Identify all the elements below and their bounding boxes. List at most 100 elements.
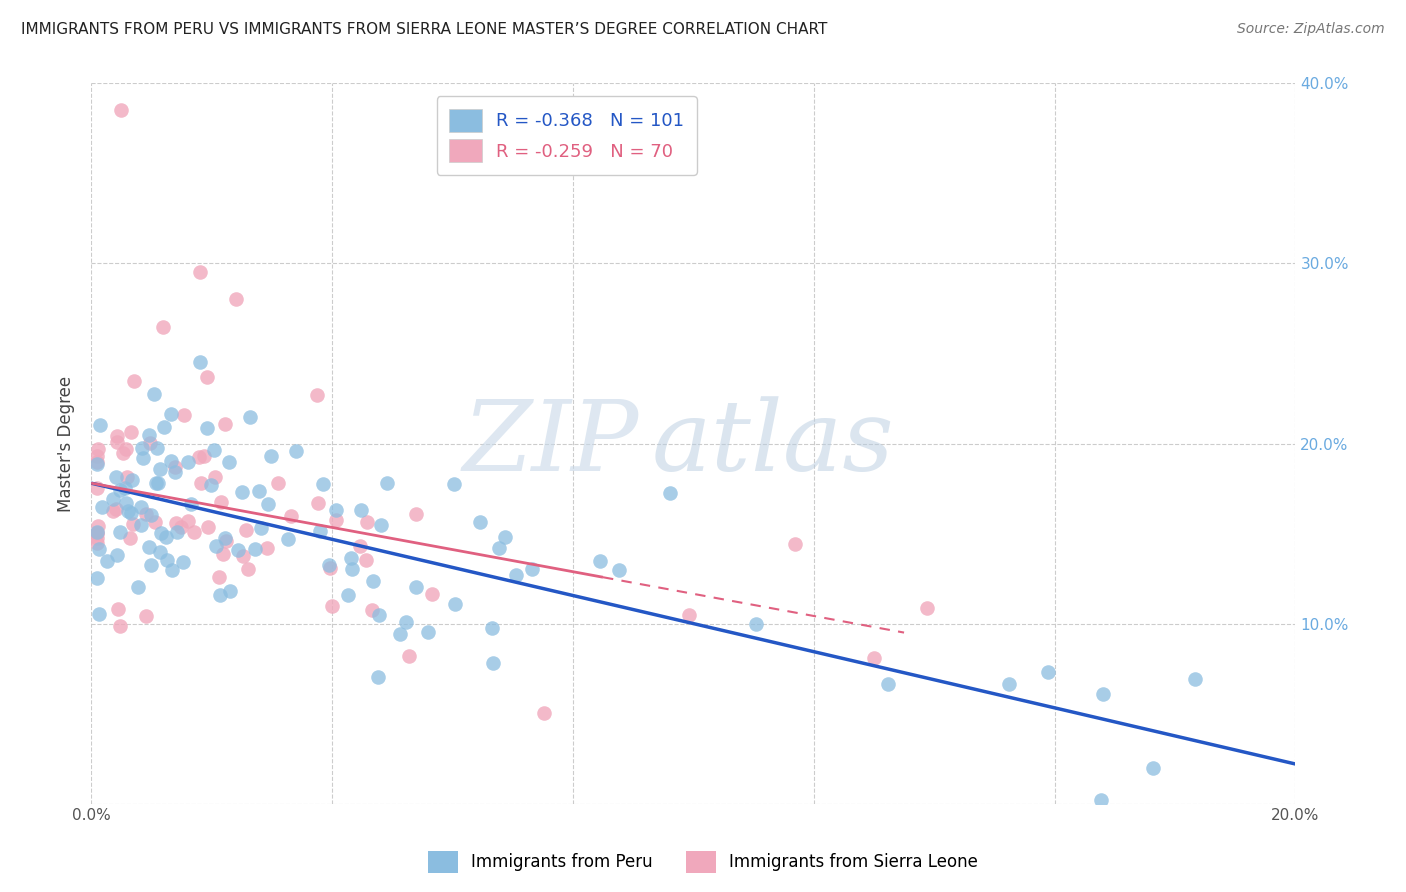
Point xyxy=(105,470,128,484)
Point xyxy=(139,435,162,450)
Point xyxy=(150,525,173,540)
Point xyxy=(148,545,170,559)
Point xyxy=(219,583,242,598)
Point xyxy=(200,477,222,491)
Point xyxy=(209,495,232,509)
Point xyxy=(863,651,886,665)
Point xyxy=(245,541,267,556)
Point xyxy=(145,515,167,529)
Point xyxy=(915,601,938,615)
Point xyxy=(86,571,108,585)
Point xyxy=(256,541,278,555)
Point xyxy=(405,508,427,522)
Point xyxy=(336,588,359,602)
Point xyxy=(250,521,273,535)
Point xyxy=(180,497,202,511)
Point xyxy=(375,475,398,490)
Point xyxy=(349,539,371,553)
Point xyxy=(208,570,231,584)
Point xyxy=(280,509,302,524)
Point xyxy=(110,619,132,633)
Point xyxy=(165,516,187,530)
Point xyxy=(86,526,108,541)
Point xyxy=(129,518,152,533)
Point xyxy=(142,387,165,401)
Point xyxy=(354,552,377,566)
Point xyxy=(115,496,138,510)
Point xyxy=(367,608,389,623)
Point xyxy=(1090,793,1112,807)
Point xyxy=(110,103,132,118)
Point xyxy=(105,502,128,516)
Point xyxy=(312,477,335,491)
Point xyxy=(367,669,389,683)
Point xyxy=(195,370,218,384)
Point xyxy=(340,551,363,566)
Point xyxy=(405,580,427,594)
Point xyxy=(197,519,219,533)
Point xyxy=(1092,687,1115,701)
Point xyxy=(363,574,385,588)
Point xyxy=(468,516,491,530)
Point xyxy=(319,561,342,575)
Point xyxy=(418,624,440,639)
Point xyxy=(86,525,108,540)
Point xyxy=(103,504,125,518)
Point xyxy=(398,649,420,664)
Point xyxy=(422,587,444,601)
Point xyxy=(117,503,139,517)
Point xyxy=(115,442,138,457)
Point xyxy=(183,525,205,540)
Point xyxy=(214,531,236,545)
Point xyxy=(177,454,200,468)
Point xyxy=(533,706,555,720)
Point xyxy=(659,486,682,500)
Point xyxy=(105,434,128,449)
Point xyxy=(89,418,111,433)
Point xyxy=(267,475,290,490)
Point xyxy=(107,428,129,442)
Point xyxy=(204,539,226,553)
Point xyxy=(172,555,194,569)
Point xyxy=(108,524,131,539)
Point xyxy=(155,553,177,567)
Point xyxy=(96,553,118,567)
Point xyxy=(173,408,195,422)
Point xyxy=(214,417,236,431)
Text: atlas: atlas xyxy=(651,396,894,491)
Point xyxy=(86,531,108,545)
Point xyxy=(131,441,153,455)
Point xyxy=(236,562,259,576)
Point xyxy=(356,515,378,529)
Point xyxy=(481,621,503,635)
Point xyxy=(231,485,253,500)
Point xyxy=(90,500,112,514)
Point xyxy=(87,541,110,556)
Point xyxy=(187,450,209,465)
Point xyxy=(1036,665,1059,679)
Point xyxy=(87,442,110,456)
Point xyxy=(235,523,257,537)
Point xyxy=(108,483,131,497)
Point xyxy=(86,524,108,539)
Point xyxy=(86,481,108,495)
Point xyxy=(350,503,373,517)
Point xyxy=(494,530,516,544)
Point xyxy=(444,597,467,611)
Y-axis label: Master's Degree: Master's Degree xyxy=(58,376,75,512)
Point xyxy=(122,516,145,531)
Point xyxy=(146,475,169,490)
Point xyxy=(321,599,343,613)
Point xyxy=(193,449,215,463)
Point xyxy=(160,563,183,577)
Point xyxy=(340,562,363,576)
Point xyxy=(877,677,900,691)
Point xyxy=(105,548,128,562)
Point xyxy=(190,476,212,491)
Point xyxy=(225,293,247,307)
Point xyxy=(443,477,465,491)
Point xyxy=(176,514,198,528)
Point xyxy=(166,524,188,539)
Point xyxy=(202,442,225,457)
Point xyxy=(145,442,167,456)
